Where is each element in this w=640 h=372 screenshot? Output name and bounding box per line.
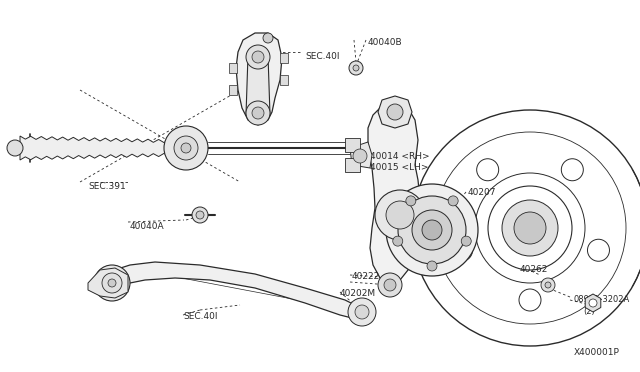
- Circle shape: [387, 104, 403, 120]
- Text: 40207: 40207: [468, 188, 497, 197]
- Polygon shape: [229, 63, 237, 73]
- Circle shape: [174, 136, 198, 160]
- Circle shape: [263, 33, 273, 43]
- Circle shape: [561, 159, 583, 181]
- Circle shape: [386, 184, 478, 276]
- Text: 40015 <LH>: 40015 <LH>: [370, 163, 429, 172]
- Circle shape: [545, 282, 551, 288]
- Polygon shape: [88, 268, 128, 298]
- Circle shape: [514, 212, 546, 244]
- Polygon shape: [280, 53, 288, 63]
- Circle shape: [246, 101, 270, 125]
- Text: 40222: 40222: [352, 272, 380, 281]
- Circle shape: [94, 265, 130, 301]
- Polygon shape: [350, 142, 372, 168]
- Circle shape: [349, 61, 363, 75]
- Circle shape: [196, 211, 204, 219]
- Circle shape: [378, 273, 402, 297]
- Text: 40014 <RH>: 40014 <RH>: [370, 152, 429, 161]
- Circle shape: [427, 261, 437, 271]
- Circle shape: [108, 279, 116, 287]
- Circle shape: [589, 299, 597, 307]
- Polygon shape: [20, 136, 180, 160]
- Circle shape: [386, 201, 414, 229]
- Circle shape: [7, 140, 23, 156]
- Polygon shape: [246, 55, 270, 115]
- Circle shape: [461, 236, 471, 246]
- Circle shape: [252, 51, 264, 63]
- Circle shape: [353, 149, 367, 163]
- Circle shape: [412, 210, 452, 250]
- Circle shape: [488, 186, 572, 270]
- Polygon shape: [236, 33, 282, 125]
- Text: 40262: 40262: [520, 265, 548, 274]
- Circle shape: [519, 289, 541, 311]
- Text: SEC.40l: SEC.40l: [305, 52, 339, 61]
- Circle shape: [406, 196, 416, 206]
- Circle shape: [422, 220, 442, 240]
- Text: 40202M: 40202M: [340, 289, 376, 298]
- Circle shape: [246, 45, 270, 69]
- Circle shape: [102, 273, 122, 293]
- Text: SEC.391: SEC.391: [88, 182, 125, 191]
- Circle shape: [448, 196, 458, 206]
- Polygon shape: [368, 103, 420, 283]
- Circle shape: [164, 126, 208, 170]
- Text: 40040A: 40040A: [130, 222, 164, 231]
- Circle shape: [398, 196, 466, 264]
- Polygon shape: [378, 96, 412, 128]
- Text: X400001P: X400001P: [574, 348, 620, 357]
- Circle shape: [181, 143, 191, 153]
- Circle shape: [541, 278, 555, 292]
- Circle shape: [355, 305, 369, 319]
- Text: 08921-3202A: 08921-3202A: [573, 295, 629, 304]
- Circle shape: [393, 236, 403, 246]
- Polygon shape: [345, 138, 360, 152]
- Circle shape: [353, 65, 359, 71]
- Polygon shape: [585, 294, 601, 312]
- Polygon shape: [345, 158, 360, 172]
- Circle shape: [348, 298, 376, 326]
- Circle shape: [252, 107, 264, 119]
- Circle shape: [451, 239, 472, 261]
- Circle shape: [477, 159, 499, 181]
- Polygon shape: [280, 75, 288, 85]
- Polygon shape: [105, 262, 365, 320]
- Circle shape: [588, 239, 609, 261]
- Text: 40040B: 40040B: [368, 38, 403, 47]
- Circle shape: [384, 279, 396, 291]
- Text: SEC.40I: SEC.40I: [183, 312, 218, 321]
- Circle shape: [192, 207, 208, 223]
- Polygon shape: [229, 85, 237, 95]
- Circle shape: [375, 190, 425, 240]
- Circle shape: [502, 200, 558, 256]
- Text: (2): (2): [583, 307, 595, 316]
